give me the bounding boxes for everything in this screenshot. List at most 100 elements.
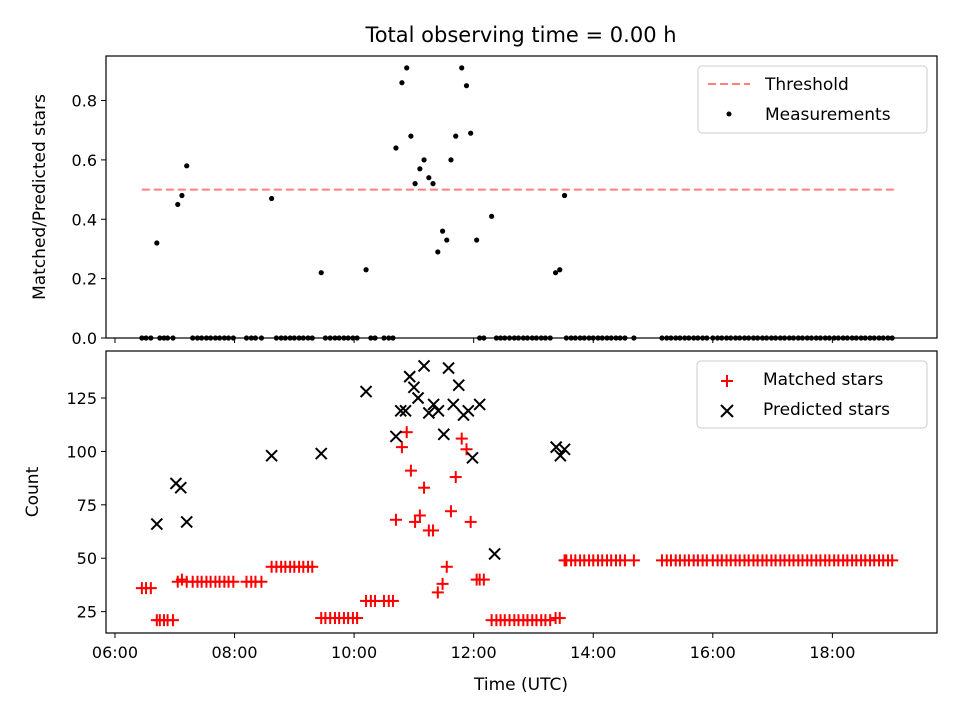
measurement-point (327, 335, 333, 341)
measurement-point (524, 335, 531, 341)
measurement-point (390, 335, 396, 341)
measurement-point (840, 335, 846, 341)
matched-star-point (544, 614, 557, 627)
matched-star-point (455, 432, 468, 445)
measurement-point (161, 335, 167, 341)
measurement-point (700, 335, 706, 341)
measurement-point (368, 335, 374, 341)
measurement-point (350, 335, 356, 341)
predicted-star-point (432, 404, 445, 418)
measurement-point (631, 335, 637, 341)
matched-star-point (166, 614, 179, 627)
measurement-point (849, 335, 855, 341)
measurement-point (867, 335, 873, 341)
x-tick-label: 08:00 (211, 643, 257, 662)
measurement-point (291, 335, 297, 341)
bottom-panel: 25 50 75 100 125 06:00 08:00 10:00 12:00 14:00 16… (23, 350, 938, 695)
measurement-point (203, 335, 210, 341)
predicted-star-point (554, 449, 567, 462)
matched-star-point (404, 464, 417, 477)
measurement-point (617, 335, 623, 341)
predicted-star-point (558, 443, 571, 456)
x-tick-label: 10:00 (331, 643, 377, 662)
measurement-point (273, 335, 279, 341)
measurement-point (704, 335, 710, 341)
x-tick-label: 14:00 (570, 643, 616, 662)
bottom-y-axis-label: Count (23, 466, 43, 517)
measurement-point (184, 163, 190, 169)
legend-matched-swatch (721, 375, 733, 387)
measurement-point (561, 192, 568, 199)
measurement-point (393, 145, 399, 151)
measurement-point (199, 335, 205, 341)
measurement-point (568, 335, 574, 341)
measurement-point (581, 335, 587, 341)
matched-star-point (389, 513, 402, 526)
predicted-star-point (394, 404, 407, 418)
measurement-point (876, 335, 882, 341)
measurement-point (363, 267, 369, 273)
measurement-point (853, 335, 859, 341)
measurement-point (844, 335, 850, 341)
top-ytick-label: 0.8 (72, 92, 97, 111)
measurement-point (515, 335, 522, 341)
legend-measurements-label: Measurements (765, 105, 891, 125)
measurement-point (768, 335, 774, 341)
measurement-point (677, 335, 683, 341)
measurement-point (695, 335, 701, 341)
measurement-point (622, 335, 628, 341)
bottom-yticks: 25 50 75 100 125 (66, 389, 106, 622)
measurement-point (489, 213, 495, 219)
measurement-point (426, 175, 432, 181)
measurement-point (686, 335, 692, 341)
measurement-point (497, 335, 504, 341)
measurement-point (668, 335, 674, 341)
matched-star-point (431, 586, 444, 599)
bottom-xticks: 06:00 08:00 10:00 12:00 14:00 16:00 18:00 (92, 633, 855, 662)
measurement-point (764, 335, 770, 341)
measurement-point (474, 237, 480, 243)
x-tick-label: 12:00 (451, 643, 497, 662)
measurement-point (858, 335, 864, 341)
measurement-point (154, 240, 160, 246)
measurement-point (208, 335, 214, 341)
predicted-star-point (150, 517, 164, 531)
measurement-point (170, 335, 176, 341)
predicted-star-point (315, 447, 328, 460)
measurement-point (533, 335, 540, 341)
measurements-points (139, 65, 895, 341)
predicted-stars-points (150, 359, 571, 561)
measurement-point (381, 335, 387, 341)
measurement-point (453, 133, 459, 139)
top-legend: Threshold Measurements (697, 65, 928, 134)
measurement-point (194, 335, 201, 341)
measurement-point (557, 267, 563, 273)
measurement-point (741, 335, 748, 341)
measurement-point (613, 335, 619, 341)
measurement-point (772, 335, 779, 341)
top-y-axis-label: Matched/Predicted stars (30, 94, 50, 300)
legend-measurements-swatch (726, 111, 732, 117)
measurement-point (341, 335, 347, 341)
predicted-star-point (389, 430, 403, 443)
measurement-point (732, 335, 739, 341)
predicted-star-point (447, 398, 460, 411)
measurement-point (252, 335, 259, 341)
measurement-point (309, 335, 315, 341)
matched-star-point (255, 575, 268, 588)
top-ytick-label: 0.4 (72, 210, 97, 229)
matched-star-point (464, 515, 477, 528)
measurement-point (529, 335, 535, 341)
measurement-point (889, 335, 895, 341)
predicted-star-point (462, 404, 475, 418)
measurement-point (421, 157, 427, 163)
measurement-point (835, 335, 841, 341)
predicted-star-point (359, 385, 373, 398)
measurement-point (278, 335, 284, 341)
measurement-point (463, 83, 470, 89)
measurement-point (143, 335, 149, 341)
measurement-point (714, 335, 721, 341)
measurement-point (604, 335, 610, 341)
predicted-star-point (452, 378, 465, 392)
measurement-point (258, 335, 265, 341)
